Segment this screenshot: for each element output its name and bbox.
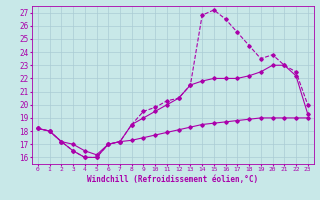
X-axis label: Windchill (Refroidissement éolien,°C): Windchill (Refroidissement éolien,°C) bbox=[87, 175, 258, 184]
